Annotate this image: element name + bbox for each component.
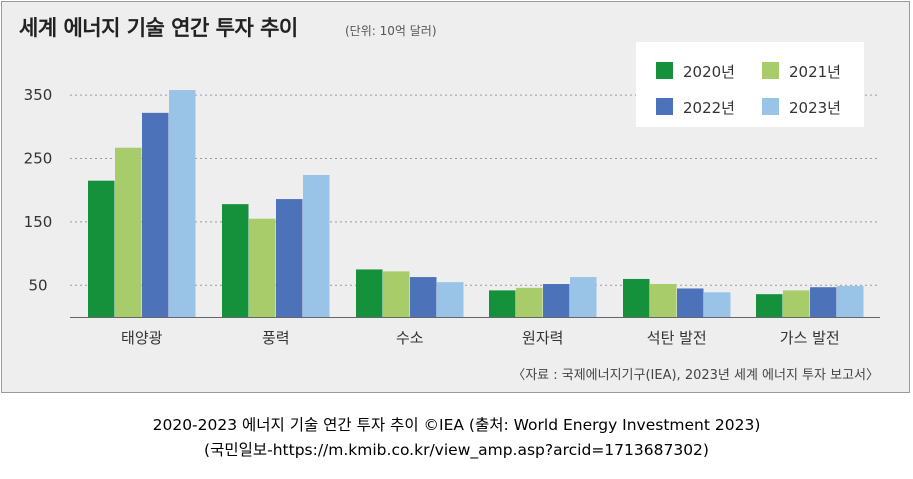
bar bbox=[489, 290, 516, 317]
bar bbox=[249, 218, 276, 317]
chart-title: 세계 에너지 기술 연간 투자 추이 bbox=[19, 16, 298, 40]
bar bbox=[142, 112, 169, 317]
category-label: 가스 발전 bbox=[780, 329, 840, 347]
bar bbox=[303, 174, 330, 317]
legend bbox=[636, 42, 864, 127]
bar bbox=[783, 290, 810, 317]
y-tick-label: 50 bbox=[28, 276, 47, 294]
legend-swatch bbox=[656, 62, 673, 79]
unit-label: (단위: 10억 달러) bbox=[345, 24, 437, 38]
bar bbox=[169, 90, 196, 317]
bar bbox=[837, 285, 864, 317]
bar bbox=[276, 199, 303, 317]
legend-swatch bbox=[762, 98, 779, 115]
source-note: 〈자료 : 국제에너지기구(IEA), 2023년 세계 에너지 투자 보고서〉 bbox=[512, 368, 879, 383]
legend-label: 2021년 bbox=[789, 63, 841, 81]
bar bbox=[356, 269, 383, 317]
category-label: 풍력 bbox=[262, 329, 290, 347]
bar bbox=[516, 287, 543, 317]
y-tick-label: 150 bbox=[24, 213, 53, 231]
bar bbox=[543, 284, 570, 317]
caption-line-1: 2020-2023 에너지 기술 연간 투자 추이 ©IEA (출처: Worl… bbox=[152, 416, 761, 434]
y-tick-label: 250 bbox=[24, 149, 53, 167]
category-label: 태양광 bbox=[121, 329, 163, 347]
bar bbox=[623, 278, 650, 317]
bar bbox=[570, 277, 597, 317]
bar bbox=[650, 284, 677, 317]
bar bbox=[115, 147, 142, 317]
bar bbox=[704, 292, 731, 317]
bar bbox=[410, 277, 437, 317]
bar bbox=[756, 294, 783, 317]
bar bbox=[383, 271, 410, 317]
category-label: 석탄 발전 bbox=[647, 329, 707, 347]
category-label: 원자력 bbox=[522, 329, 563, 347]
legend-label: 2023년 bbox=[789, 99, 841, 117]
legend-swatch bbox=[762, 62, 779, 79]
bar bbox=[677, 288, 704, 317]
legend-label: 2020년 bbox=[683, 63, 735, 81]
caption-line-2: (국민일보-https://m.kmib.co.kr/view_amp.asp?… bbox=[204, 441, 709, 459]
bar bbox=[437, 282, 464, 317]
bar bbox=[222, 204, 249, 317]
y-tick-label: 350 bbox=[24, 86, 53, 104]
legend-swatch bbox=[656, 98, 673, 115]
bar bbox=[88, 180, 115, 317]
category-label: 수소 bbox=[396, 329, 424, 347]
bar bbox=[810, 287, 837, 317]
legend-label: 2022년 bbox=[683, 99, 735, 117]
